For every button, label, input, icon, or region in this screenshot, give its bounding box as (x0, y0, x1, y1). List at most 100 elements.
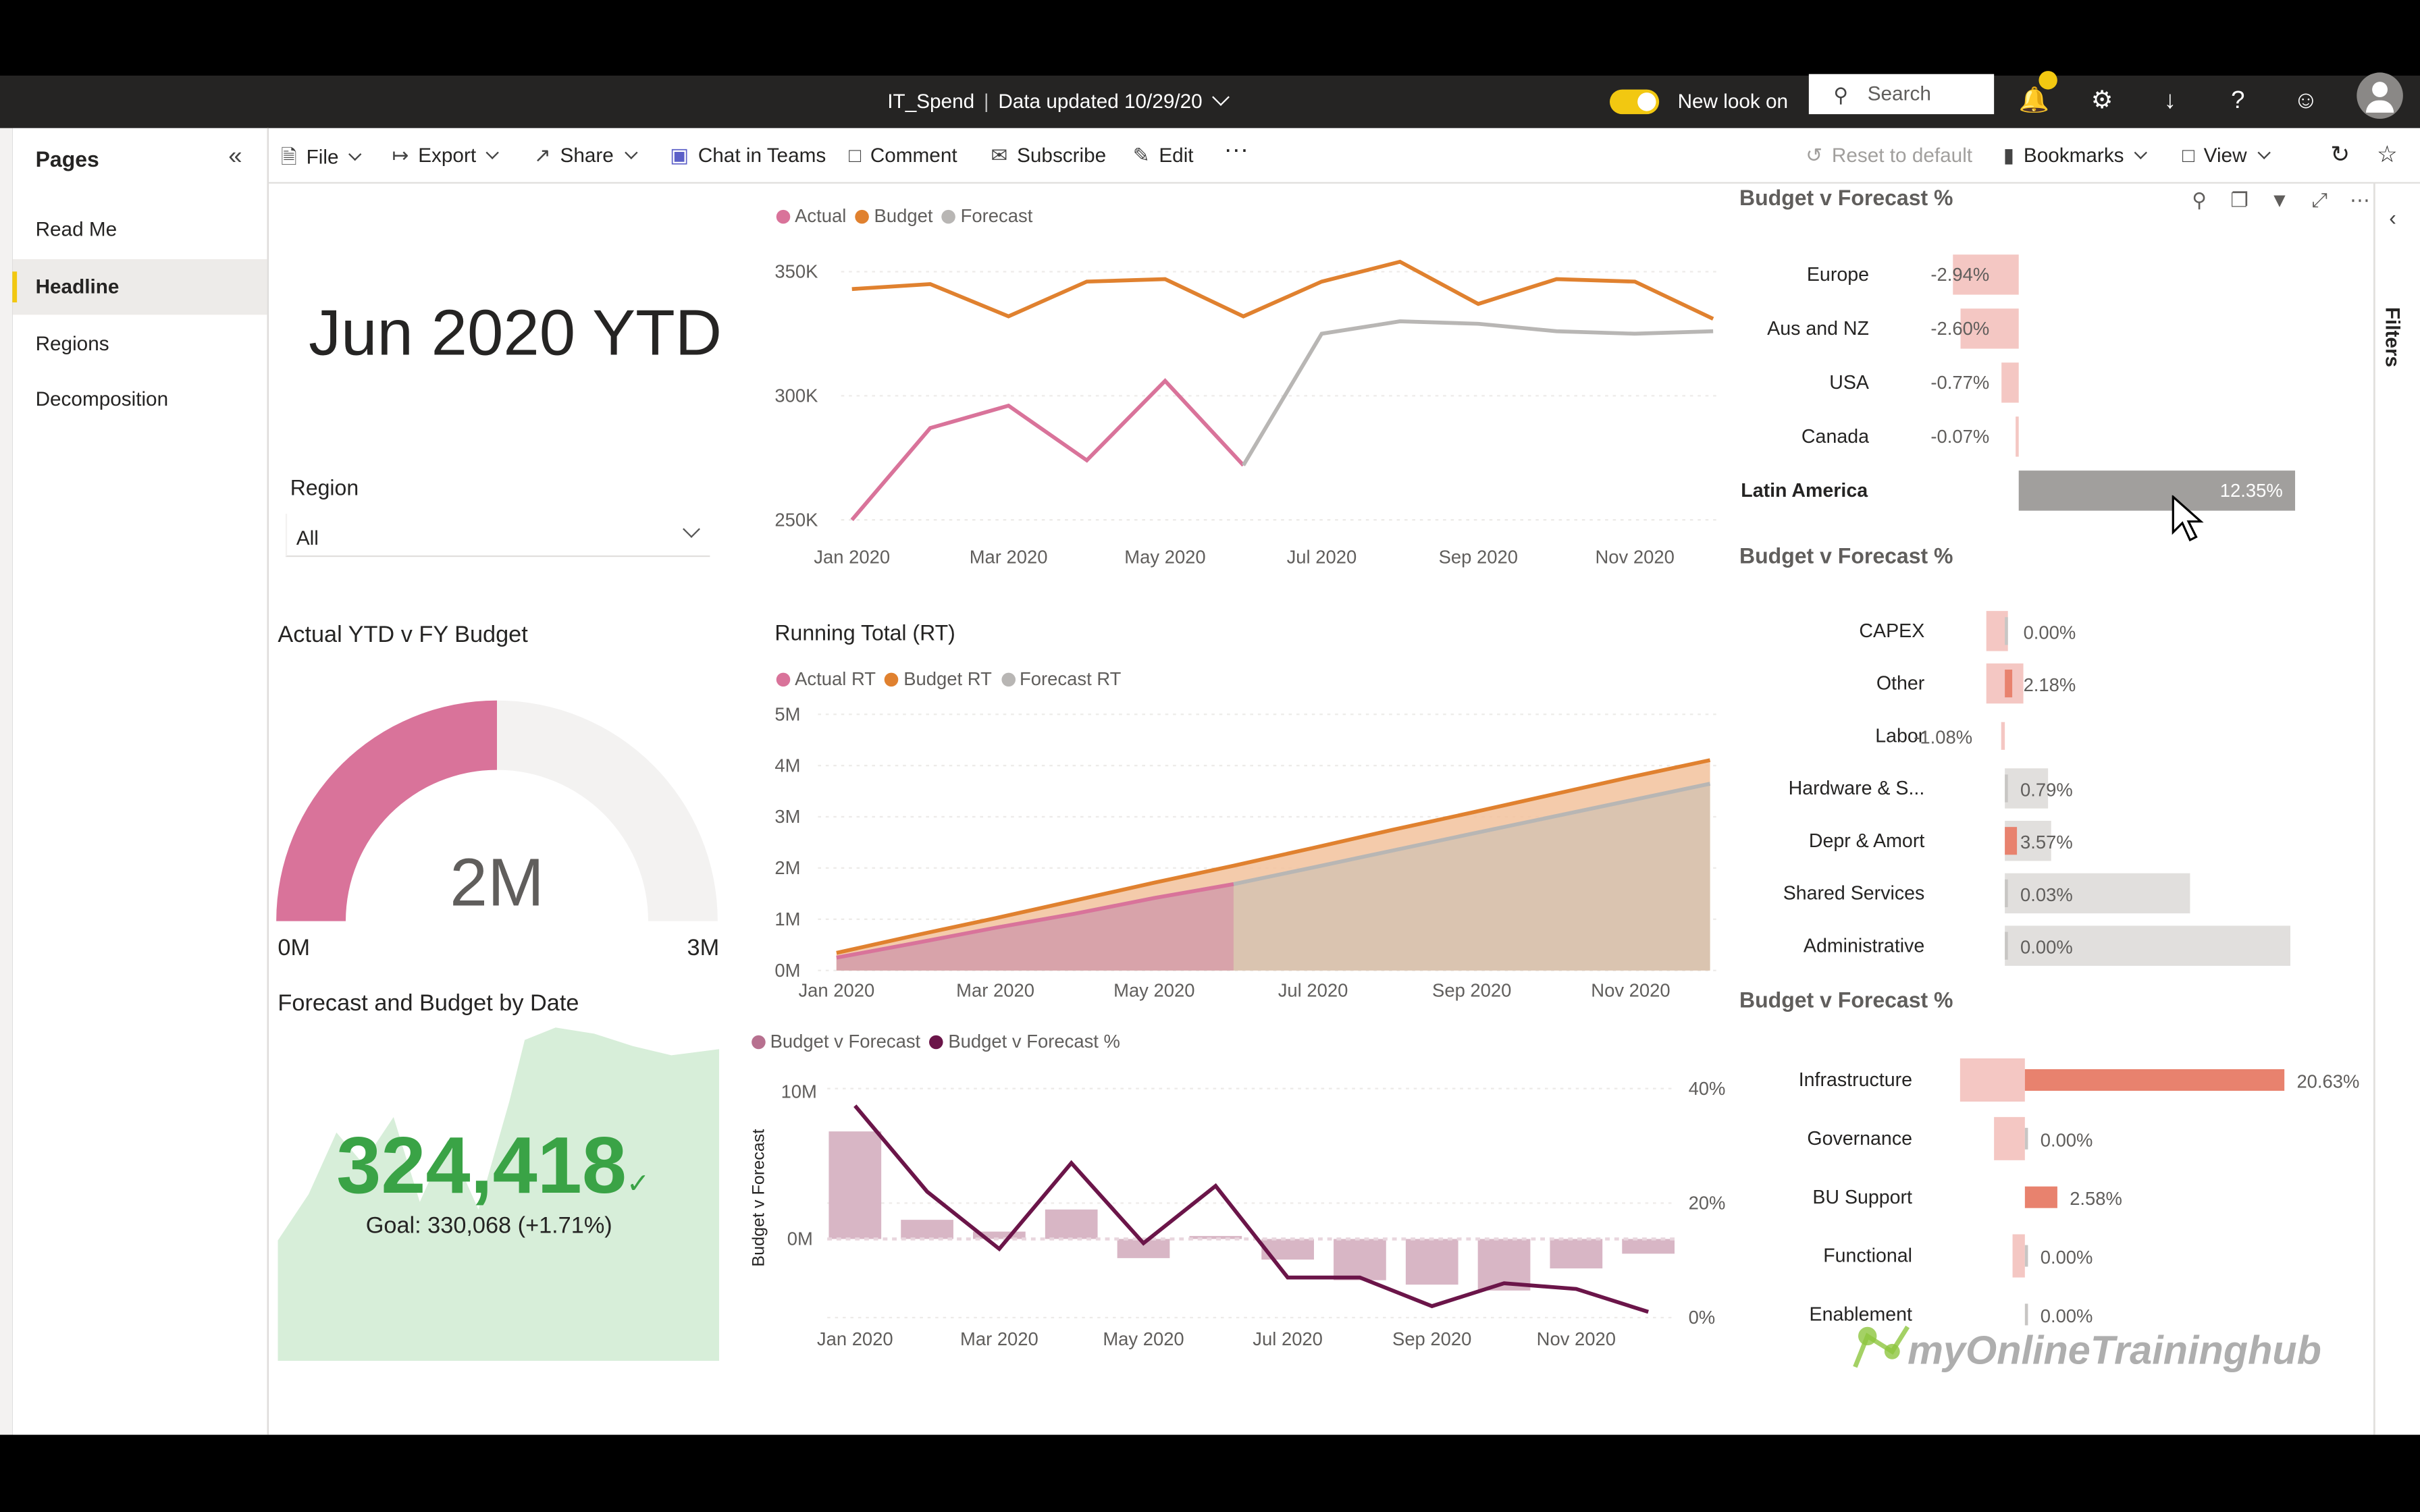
bar-background (1959, 1058, 2025, 1102)
favorite-star-icon[interactable]: ☆ (2376, 142, 2398, 169)
focus-mode-icon[interactable]: ⤢ (2311, 188, 2328, 212)
bvf-pct-line (853, 1104, 1650, 1314)
copy-icon[interactable]: ❐ (2230, 188, 2248, 212)
export-menu[interactable]: ↦ Export (392, 144, 500, 169)
edit-button[interactable]: ✎ Edit (1133, 144, 1194, 169)
legend-label: Budget RT (903, 668, 992, 690)
series-line-budget (851, 259, 1714, 321)
avatar[interactable] (2357, 72, 2403, 119)
budget-v-forecast-chart[interactable]: Budget v Forecast 10M 0M 0% 20% 40% Jan 2020 Ma… (741, 1058, 1729, 1367)
help-icon[interactable]: ? (2231, 88, 2245, 115)
chevron-down-icon (624, 146, 637, 159)
page-item-regions[interactable]: Regions (35, 331, 109, 355)
bar-category-label: Administrative (1804, 935, 1924, 956)
legend-item-budget-v-forecast-pct[interactable]: Budget v Forecast % (929, 1031, 1120, 1052)
y-tick-label: 350K (774, 261, 818, 282)
page-item-headline[interactable]: Headline (12, 259, 267, 315)
reset-to-default-button[interactable]: ↺ Reset to default (1806, 144, 1972, 169)
download-icon[interactable]: ↓ (2163, 88, 2176, 115)
cursor-shape (2172, 495, 2204, 542)
bar-value-label: 12.35% (2220, 480, 2283, 501)
bvf-bar (828, 1131, 882, 1239)
page-item-decomposition[interactable]: Decomposition (35, 387, 169, 410)
view-menu[interactable]: □ View (2182, 144, 2271, 167)
report-title[interactable]: IT_Spend | Data updated 10/29/20 (887, 88, 1230, 113)
expand-filters-icon[interactable]: ‹ (2389, 205, 2396, 230)
bvf-bar (1334, 1239, 1386, 1280)
x-tick-label: Sep 2020 (1439, 546, 1518, 567)
legend-item-forecast[interactable]: Forecast (942, 205, 1032, 227)
new-look-toggle[interactable] (1609, 89, 1660, 115)
chevron-down-icon (683, 520, 700, 538)
legend-dot (752, 1035, 766, 1050)
comment-button[interactable]: □ Comment (849, 144, 957, 167)
share-menu[interactable]: ↗ Share (534, 144, 637, 169)
search-input[interactable]: ⚲ Search (1808, 74, 1995, 115)
chat-in-teams-button[interactable]: ▣ Chat in Teams (670, 144, 826, 169)
bvf-region-chart[interactable]: Europe -2.94% Aus and NZ -2.60% USA -0.77% Can… (1736, 247, 2353, 524)
bvf-unit-chart[interactable]: Infrastructure 20.63% Governance 0.00% BU Su… (1736, 1052, 2384, 1339)
pages-title: Pages (35, 146, 99, 171)
gauge-min: 0M (278, 935, 310, 961)
feedback-icon[interactable]: ☺ (2293, 88, 2319, 115)
refresh-icon[interactable]: ↻ (2330, 142, 2350, 169)
bar-category-label: Europe (1807, 264, 1869, 286)
monthly-line-chart[interactable]: 250K 300K 350K Jan 2020 Mar 2020 May 2020 Jul … (756, 232, 1729, 587)
gauge-max: 3M (687, 935, 720, 961)
settings-icon[interactable]: ⚙ (2090, 88, 2113, 115)
legend-item-forecast-rt[interactable]: Forecast RT (1001, 668, 1121, 690)
bar-background (2005, 925, 2290, 966)
legend-item-actual[interactable]: Actual (776, 205, 847, 227)
chevron-down-icon[interactable] (1212, 88, 1230, 106)
x-tick-label: Jul 2020 (1278, 980, 1348, 1001)
bar-category-label: Infrastructure (1799, 1069, 1912, 1091)
gauge-chart[interactable]: 2M 0M 3M (269, 686, 732, 972)
more-options-icon[interactable]: ⋯ (2349, 188, 2370, 212)
bar (2024, 1186, 2057, 1208)
legend-label: Actual (795, 205, 847, 227)
bar-category-label: Aus and NZ (1767, 318, 1869, 340)
pin-icon[interactable]: ⚲ (2192, 188, 2207, 212)
running-total-chart[interactable]: 0M 1M 2M 3M 4M 5M Jan 2020 Mar 2020 May 2020 Jul … (756, 697, 1729, 1014)
bar-category-label: Latin America (1741, 480, 1868, 502)
y-tick-label: 5M (774, 703, 800, 724)
legend-item-budget-rt[interactable]: Budget RT (885, 668, 992, 690)
region-slicer-dropdown[interactable]: All (285, 514, 710, 558)
legend-item-budget-v-forecast[interactable]: Budget v Forecast (752, 1031, 920, 1052)
x-tick-label: Jul 2020 (1253, 1328, 1323, 1349)
teams-icon: ▣ (669, 143, 689, 167)
comment-icon: □ (849, 143, 862, 167)
bar-category-label: USA (1829, 372, 1869, 394)
bookmark-icon: ▮ (2003, 143, 2015, 167)
file-menu[interactable]: 🗎 File (281, 144, 363, 178)
command-bar: 🗎 File ↦ Export ↗ Share ▣ Chat in Teams □ Com… (268, 128, 2420, 184)
bar-value-label: 0.03% (2020, 884, 2073, 905)
bar-category-label: Functional (1823, 1245, 1912, 1267)
bar-category-label: Governance (1807, 1128, 1912, 1150)
search-icon: ⚲ (1833, 83, 1849, 107)
legend-dot (942, 209, 956, 224)
bvf-bar (1405, 1239, 1458, 1285)
bookmarks-menu[interactable]: ▮ Bookmarks (2003, 143, 2148, 169)
bar (2024, 1069, 2285, 1091)
legend-item-budget[interactable]: Budget (856, 205, 932, 227)
pages-panel: Pages « Read Me Headline Regions Decompo… (12, 128, 269, 1435)
notifications-icon[interactable]: 🔔 (2018, 88, 2050, 115)
y-tick-label: 2M (774, 857, 800, 878)
watermark-logo: myOnlineTraininghub (1853, 1325, 2321, 1373)
page-item-read-me[interactable]: Read Me (35, 217, 117, 241)
bvf-bar (1189, 1236, 1242, 1239)
bar-value-label: 20.63% (2296, 1071, 2359, 1091)
filter-icon[interactable]: ▼ (2269, 188, 2290, 212)
chevron-down-icon (486, 146, 500, 159)
bar-category-label: Depr & Amort (1809, 830, 1924, 852)
more-options-button[interactable]: ··· (1224, 137, 1249, 164)
bar (2018, 470, 2296, 511)
collapse-pages-icon[interactable]: « (228, 143, 242, 170)
filters-pane[interactable]: ‹ Filters (2373, 183, 2420, 1435)
bar (1953, 254, 2019, 295)
bvf-category-chart[interactable]: CAPEX 0.00% Other 2.18% Labor-1.08% Hardware … (1736, 605, 2353, 975)
subscribe-button[interactable]: ✉ Subscribe (991, 144, 1106, 169)
legend-item-actual-rt[interactable]: Actual RT (776, 668, 876, 690)
bvf-bar (1550, 1239, 1603, 1269)
